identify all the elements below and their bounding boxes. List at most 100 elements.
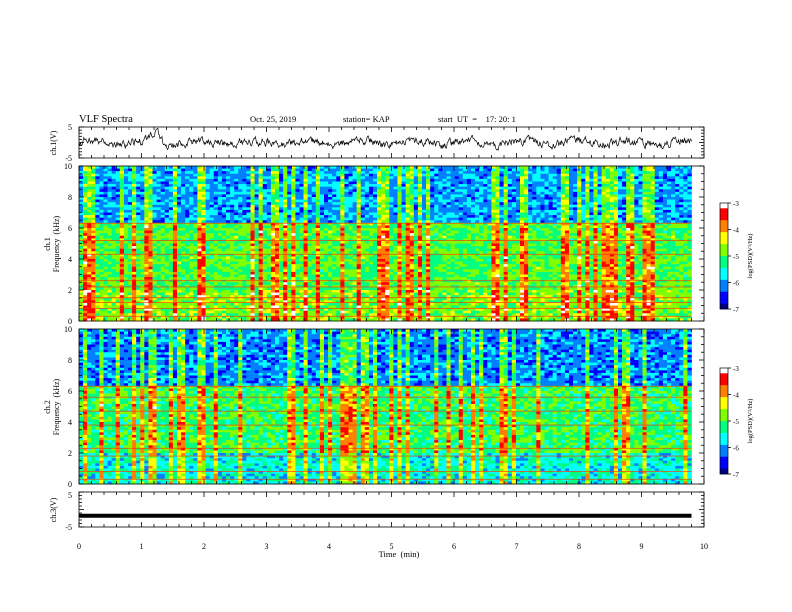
- spectrogram-cell: [206, 236, 210, 239]
- spectrogram-cell: [206, 293, 210, 296]
- spectrogram-cell: [271, 313, 275, 316]
- spectrogram-cell: [116, 182, 120, 185]
- spectrogram-cell: [206, 169, 210, 172]
- spectrogram-cell: [312, 306, 316, 309]
- spectrogram-cell: [255, 202, 259, 205]
- spectrogram-cell: [381, 194, 385, 197]
- spectrogram-cell: [385, 166, 389, 169]
- spectrogram-cell: [271, 182, 275, 185]
- spectrogram-cell: [79, 262, 83, 265]
- spectrogram-cell: [332, 210, 336, 213]
- spectrogram-cell: [246, 187, 250, 190]
- spectrogram-cell: [218, 275, 222, 278]
- spectrogram-cell: [222, 272, 226, 275]
- spectrogram-cell: [108, 264, 112, 267]
- spectrogram-cell: [202, 210, 206, 213]
- spectrogram-cell: [104, 192, 108, 195]
- spectrogram-cell: [340, 231, 344, 234]
- spectrogram-cell: [230, 192, 234, 195]
- spectrogram-cell: [165, 194, 169, 197]
- spectrogram-cell: [91, 205, 95, 208]
- spectrogram-cell: [193, 236, 197, 239]
- spectrogram-cell: [112, 228, 116, 231]
- spectrogram-cell: [173, 272, 177, 275]
- spectrogram-cell: [189, 225, 193, 228]
- spectrogram-cell: [83, 215, 87, 218]
- spectrogram-cell: [398, 313, 402, 316]
- spectrogram-cell: [279, 166, 283, 169]
- spectrogram-cell: [157, 241, 161, 244]
- spectrogram-cell: [271, 179, 275, 182]
- spectrogram-cell: [177, 171, 181, 174]
- spectrogram-cell: [251, 290, 255, 293]
- spectrogram-cell: [120, 218, 124, 221]
- spectrogram-cell: [353, 192, 357, 195]
- spectrogram-cell: [275, 269, 279, 272]
- spectrogram-cell: [108, 246, 112, 249]
- spectrogram-cell: [165, 192, 169, 195]
- spectrogram-cell: [312, 218, 316, 221]
- spectrogram-cell: [349, 272, 353, 275]
- spectrogram-cell: [206, 197, 210, 200]
- spectrogram-cell: [328, 220, 332, 223]
- spectrogram-cell: [295, 176, 299, 179]
- spectrogram-cell: [132, 277, 136, 280]
- spectrogram-cell: [99, 176, 103, 179]
- spectrogram-cell: [214, 262, 218, 265]
- spectrogram-cell: [108, 187, 112, 190]
- spectrogram-cell: [206, 207, 210, 210]
- spectrogram-cell: [316, 194, 320, 197]
- spectrogram-cell: [332, 244, 336, 247]
- spectrogram-cell: [373, 213, 377, 216]
- spectrogram-cell: [148, 256, 152, 259]
- spectrogram-cell: [214, 225, 218, 228]
- spectrogram-cell: [185, 171, 189, 174]
- spectrogram-cell: [148, 241, 152, 244]
- spectrogram-cell: [197, 231, 201, 234]
- spectrogram-cell: [124, 313, 128, 316]
- spectrogram-cell: [238, 205, 242, 208]
- spectrogram-cell: [242, 282, 246, 285]
- spectrogram-cell: [132, 259, 136, 262]
- spectrogram-cell: [283, 182, 287, 185]
- spectrogram-cell: [238, 202, 242, 205]
- spectrogram-cell: [193, 192, 197, 195]
- spectrogram-cell: [124, 290, 128, 293]
- spectrogram-cell: [87, 176, 91, 179]
- spectrogram-cell: [316, 236, 320, 239]
- spectrogram-cell: [336, 233, 340, 236]
- spectrogram-cell: [332, 246, 336, 249]
- spectrogram-cell: [230, 189, 234, 192]
- spectrogram-cell: [312, 220, 316, 223]
- spectrogram-cell: [189, 259, 193, 262]
- spectrogram-cell: [95, 256, 99, 259]
- spectrogram-cell: [251, 225, 255, 228]
- spectrogram-cell: [357, 262, 361, 265]
- spectrogram-cell: [193, 205, 197, 208]
- spectrogram-cell: [332, 166, 336, 169]
- spectrogram-cell: [381, 174, 385, 177]
- spectrogram-cell: [406, 269, 410, 272]
- spectrogram-cell: [361, 176, 365, 179]
- spectrogram-cell: [91, 293, 95, 296]
- spectrogram-cell: [177, 269, 181, 272]
- spectrogram-cell: [389, 264, 393, 267]
- spectrogram-cell: [316, 218, 320, 221]
- spectrogram-cell: [308, 202, 312, 205]
- spectrogram-cell: [242, 264, 246, 267]
- spectrogram-cell: [271, 277, 275, 280]
- spectrogram-cell: [267, 166, 271, 169]
- spectrogram-cell: [336, 313, 340, 316]
- spectrogram-cell: [148, 184, 152, 187]
- spectrogram-cell: [328, 213, 332, 216]
- spectrogram-cell: [202, 246, 206, 249]
- spectrogram-cell: [193, 189, 197, 192]
- spectrogram-cell: [312, 233, 316, 236]
- spectrogram-cell: [161, 169, 165, 172]
- spectrogram-cell: [169, 259, 173, 262]
- spectrogram-cell: [320, 213, 324, 216]
- spectrogram-cell: [157, 220, 161, 223]
- spectrogram-cell: [300, 210, 304, 213]
- spectrogram-cell: [275, 189, 279, 192]
- spectrogram-cell: [263, 182, 267, 185]
